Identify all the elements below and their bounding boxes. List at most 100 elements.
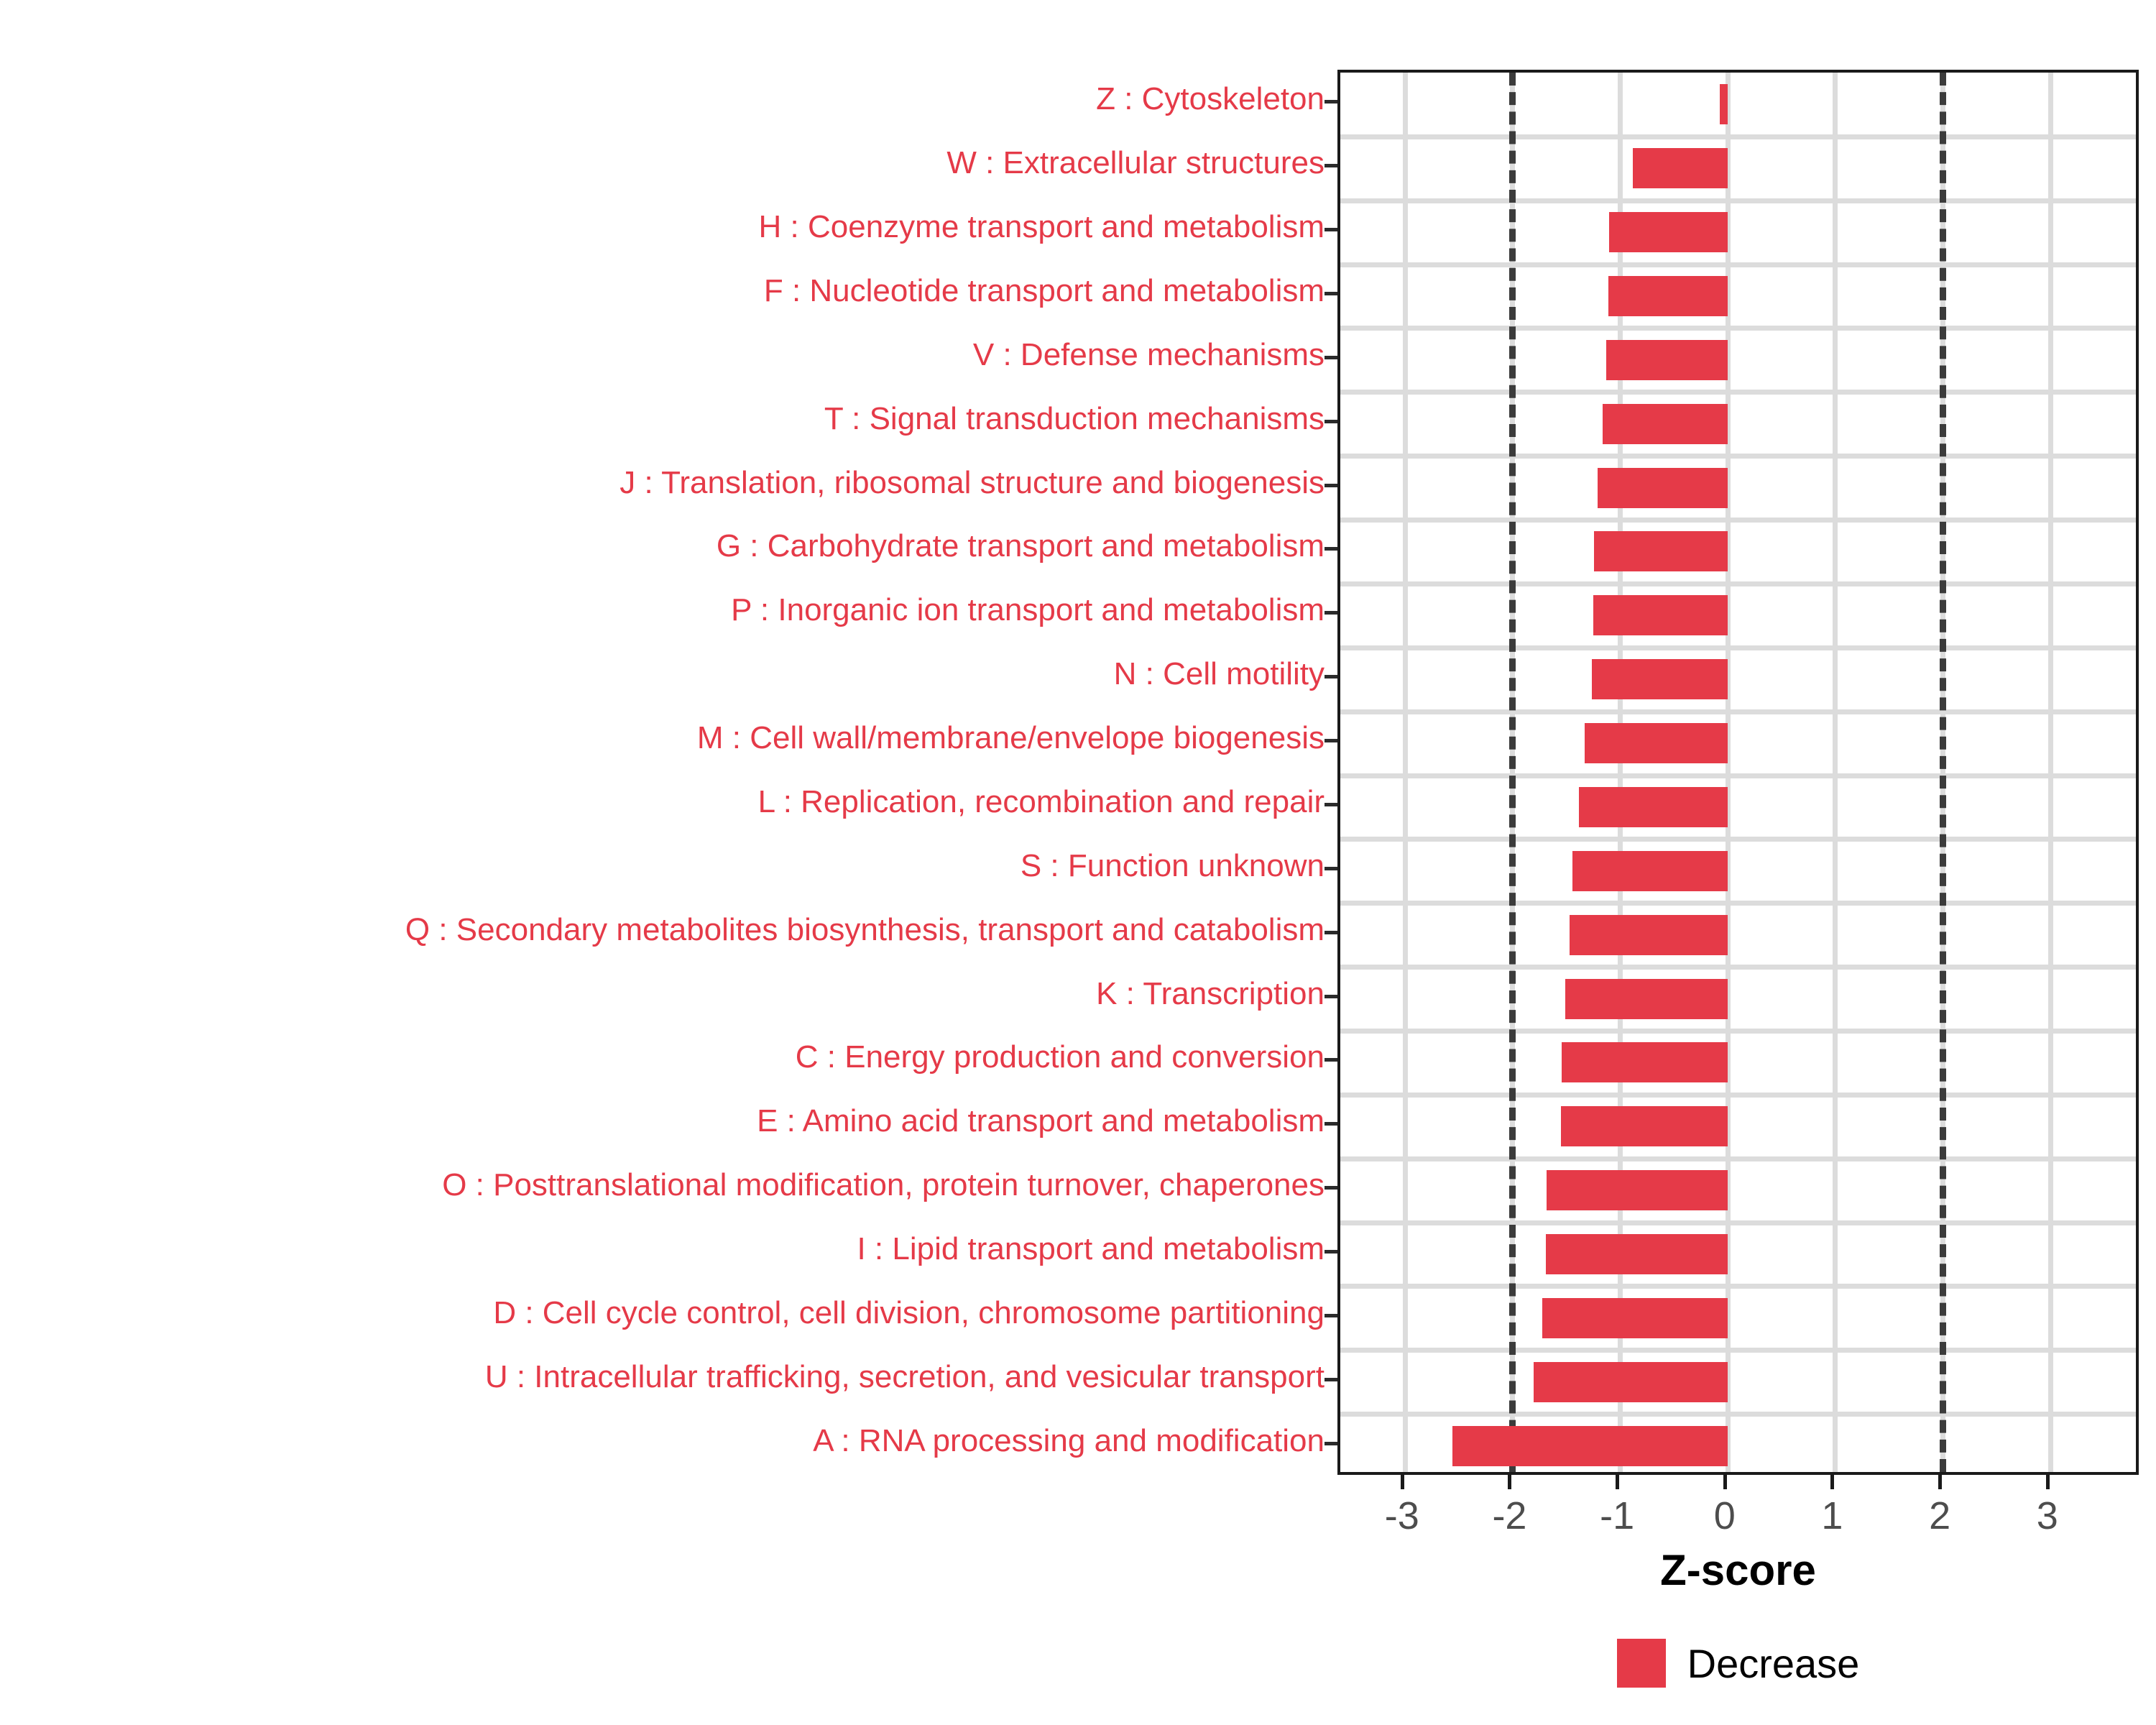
gridline-vertical <box>1833 73 1838 1472</box>
gridline-horizontal <box>1340 1092 2136 1098</box>
y-tick-mark <box>1325 164 1337 168</box>
legend-label-decrease: Decrease <box>1687 1640 1860 1686</box>
bar[interactable] <box>1562 1042 1728 1083</box>
bar[interactable] <box>1572 850 1728 891</box>
category-label: O : Posttranslational modification, prot… <box>442 1167 1325 1203</box>
category-label: I : Lipid transport and metabolism <box>857 1230 1325 1266</box>
x-tick-mark <box>1508 1475 1512 1489</box>
gridline-horizontal <box>1340 390 2136 395</box>
category-label: K : Transcription <box>1096 975 1325 1011</box>
bar[interactable] <box>1606 339 1728 380</box>
x-tick-mark <box>1723 1475 1727 1489</box>
x-tick-label: -3 <box>1384 1494 1419 1537</box>
category-label: G : Carbohydrate transport and metabolis… <box>716 528 1325 564</box>
y-tick-mark <box>1325 1058 1337 1062</box>
x-tick-label: -2 <box>1492 1494 1527 1537</box>
y-tick-mark <box>1325 1441 1337 1445</box>
y-tick-mark <box>1325 675 1337 679</box>
category-label: C : Energy production and conversion <box>795 1039 1325 1075</box>
bar[interactable] <box>1547 1170 1728 1211</box>
bar[interactable] <box>1609 212 1728 253</box>
plot-panel <box>1337 70 2139 1475</box>
bar[interactable] <box>1592 659 1728 700</box>
y-tick-mark <box>1325 802 1337 806</box>
bar[interactable] <box>1534 1361 1728 1402</box>
bar[interactable] <box>1545 1233 1728 1274</box>
y-tick-mark <box>1325 547 1337 551</box>
gridline-horizontal <box>1340 837 2136 842</box>
x-tick-label: 3 <box>2036 1494 2058 1537</box>
category-label: D : Cell cycle control, cell division, c… <box>493 1294 1325 1330</box>
category-label: P : Inorganic ion transport and metaboli… <box>731 592 1325 628</box>
gridline-horizontal <box>1340 645 2136 650</box>
x-tick-mark <box>1830 1475 1835 1489</box>
gridline-horizontal <box>1340 1028 2136 1034</box>
category-label: E : Amino acid transport and metabolism <box>757 1103 1325 1139</box>
y-tick-mark <box>1325 483 1337 487</box>
bar[interactable] <box>1608 276 1728 317</box>
y-tick-mark <box>1325 1313 1337 1317</box>
gridline-horizontal <box>1340 965 2136 970</box>
bar[interactable] <box>1593 595 1728 636</box>
category-label: A : RNA processing and modification <box>813 1422 1325 1458</box>
gridline-horizontal <box>1340 901 2136 906</box>
y-tick-mark <box>1325 1122 1337 1126</box>
gridline-horizontal <box>1340 198 2136 203</box>
gridline-horizontal <box>1340 1348 2136 1353</box>
bar[interactable] <box>1542 1297 1728 1338</box>
bar[interactable] <box>1560 1106 1728 1147</box>
gridline-horizontal <box>1340 1220 2136 1225</box>
category-label: M : Cell wall/membrane/envelope biogenes… <box>696 720 1325 756</box>
gridline-horizontal <box>1340 326 2136 331</box>
y-tick-mark <box>1325 1249 1337 1254</box>
x-tick-label: 0 <box>1713 1494 1736 1537</box>
x-tick-label: 1 <box>1821 1494 1843 1537</box>
category-label: N : Cell motility <box>1113 656 1325 692</box>
bar[interactable] <box>1565 978 1728 1019</box>
category-label: L : Replication, recombination and repai… <box>757 783 1325 819</box>
bar[interactable] <box>1579 786 1728 827</box>
y-tick-mark <box>1325 866 1337 870</box>
bar[interactable] <box>1584 723 1728 764</box>
bar[interactable] <box>1597 467 1728 508</box>
category-label: V : Defense mechanisms <box>972 336 1325 372</box>
category-label: Q : Secondary metabolites biosynthesis, … <box>405 911 1325 947</box>
chart-legend: Decrease <box>1337 1639 2139 1688</box>
category-label: J : Translation, ribosomal structure and… <box>619 464 1325 500</box>
bar[interactable] <box>1603 403 1728 444</box>
gridline-horizontal <box>1340 1412 2136 1417</box>
y-tick-mark <box>1325 611 1337 615</box>
category-label: S : Function unknown <box>1020 847 1325 883</box>
x-tick-mark <box>1938 1475 1943 1489</box>
x-tick-mark <box>1400 1475 1404 1489</box>
gridline-vertical <box>1725 73 1731 1472</box>
gridline-vertical <box>2047 73 2053 1472</box>
y-tick-mark <box>1325 228 1337 232</box>
bar[interactable] <box>1633 148 1728 189</box>
gridline-horizontal <box>1340 454 2136 459</box>
x-tick-mark <box>2045 1475 2050 1489</box>
x-axis-title: Z-score <box>1660 1546 1816 1594</box>
y-tick-mark <box>1325 419 1337 423</box>
bar[interactable] <box>1452 1425 1728 1466</box>
category-label: F : Nucleotide transport and metabolism <box>763 273 1325 309</box>
x-tick-mark <box>1616 1475 1620 1489</box>
bar[interactable] <box>1720 84 1728 125</box>
y-tick-mark <box>1325 1186 1337 1190</box>
category-label: T : Signal transduction mechanisms <box>824 400 1325 436</box>
category-label: H : Coenzyme transport and metabolism <box>758 209 1325 245</box>
gridline-vertical <box>1618 73 1623 1472</box>
y-tick-mark <box>1325 994 1337 998</box>
bar[interactable] <box>1594 531 1728 572</box>
gridline-horizontal <box>1340 1284 2136 1289</box>
y-axis-category-labels: Z : Cytoskeleton W : Extracellular struct… <box>0 70 1325 1475</box>
gridline-horizontal <box>1340 581 2136 586</box>
bar[interactable] <box>1569 914 1728 955</box>
category-label: W : Extracellular structures <box>946 145 1325 181</box>
x-tick-label: 2 <box>1929 1494 1951 1537</box>
legend-swatch-decrease <box>1616 1639 1666 1688</box>
y-tick-mark <box>1325 1377 1337 1381</box>
y-tick-mark <box>1325 930 1337 934</box>
gridline-horizontal <box>1340 262 2136 267</box>
